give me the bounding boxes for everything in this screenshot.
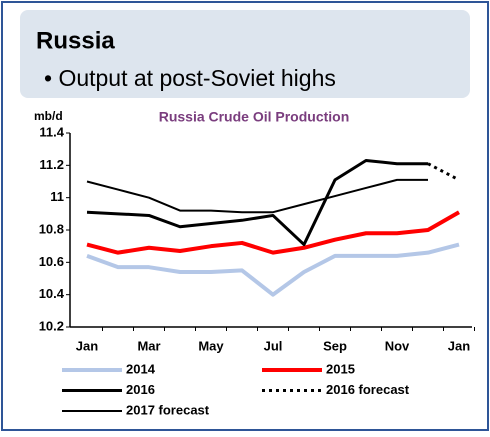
y-tick-label: 11.2 [39, 157, 64, 172]
chart-title: Russia Crude Oil Production [159, 109, 350, 125]
series-line [86, 242, 460, 297]
y-tick-label: 10.6 [39, 254, 64, 269]
series-line [86, 178, 428, 214]
header-title: Russia [36, 27, 115, 54]
legend-label: 2014 [126, 361, 156, 376]
y-tick-label: 11.4 [39, 124, 64, 139]
legend-label: 2017 forecast [126, 402, 210, 417]
header-box [20, 10, 470, 98]
header-bullet: • Output at post-Soviet highs [44, 65, 336, 91]
x-tick-label: Nov [385, 338, 410, 353]
y-tick-label: 10.4 [39, 286, 65, 301]
y-tick-label: 11 [50, 189, 64, 204]
legend-label: 2015 [326, 361, 355, 376]
legend-label: 2016 forecast [326, 382, 410, 397]
x-tick-label: Sep [323, 338, 347, 353]
series-line [427, 162, 460, 182]
y-tick-label: 10.2 [39, 318, 64, 333]
x-tick-label: May [198, 338, 224, 353]
x-tick-label: Mar [137, 338, 160, 353]
series-line [86, 158, 428, 247]
legend-label: 2016 [126, 382, 155, 397]
x-tick-label: Jul [264, 338, 283, 353]
y-tick-label: 10.8 [39, 221, 64, 236]
x-tick-label: Jan [448, 338, 470, 353]
x-tick-label: Jan [76, 338, 98, 353]
series-line [86, 210, 460, 255]
y-axis-label: mb/d [34, 109, 63, 123]
